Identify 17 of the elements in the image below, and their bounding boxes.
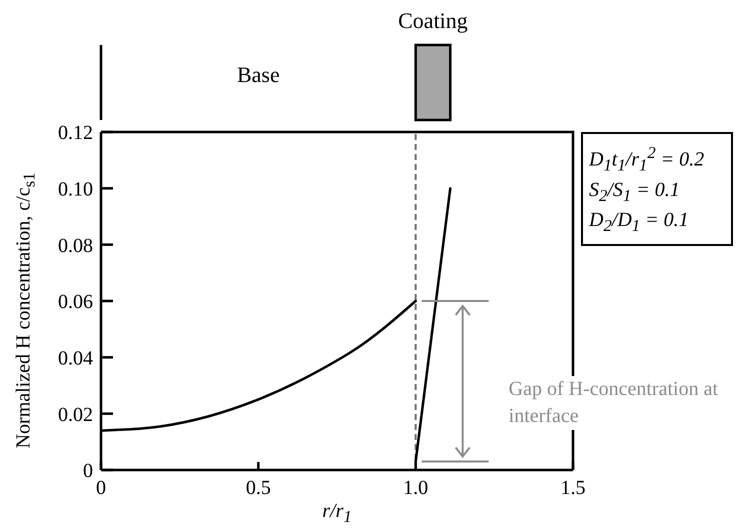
x-tick-label: 1.0 <box>403 477 428 500</box>
text: D$_{2}$/D$_{1}$ = 0.1 <box>589 208 690 237</box>
text: S$_{2}$/S$_{1}$ = 0.1 <box>589 178 681 207</box>
x-tick-label: 0.5 <box>246 477 271 500</box>
y-tick-label: 0.08 <box>58 234 93 257</box>
y-tick-label: 0.06 <box>58 291 93 314</box>
annotation: Gap of H-concentration at interface <box>506 376 721 430</box>
y-tick-label: 0.12 <box>58 122 93 144</box>
y-tick-label: 0.04 <box>58 347 93 370</box>
text: D$_{1}$t$_{1}$/r$_{1}$$^{2}$ = 0.2 <box>589 142 706 177</box>
y-tick-label: 0.02 <box>58 404 93 426</box>
text: Base <box>236 62 281 88</box>
y-tick-label: 0 <box>83 460 93 482</box>
x-tick-label: 1.5 <box>560 477 586 500</box>
x-axis-title: r/r$_{1}$ <box>321 500 353 527</box>
text: Coating <box>397 8 469 34</box>
y-tick-label: 0.10 <box>58 178 93 200</box>
